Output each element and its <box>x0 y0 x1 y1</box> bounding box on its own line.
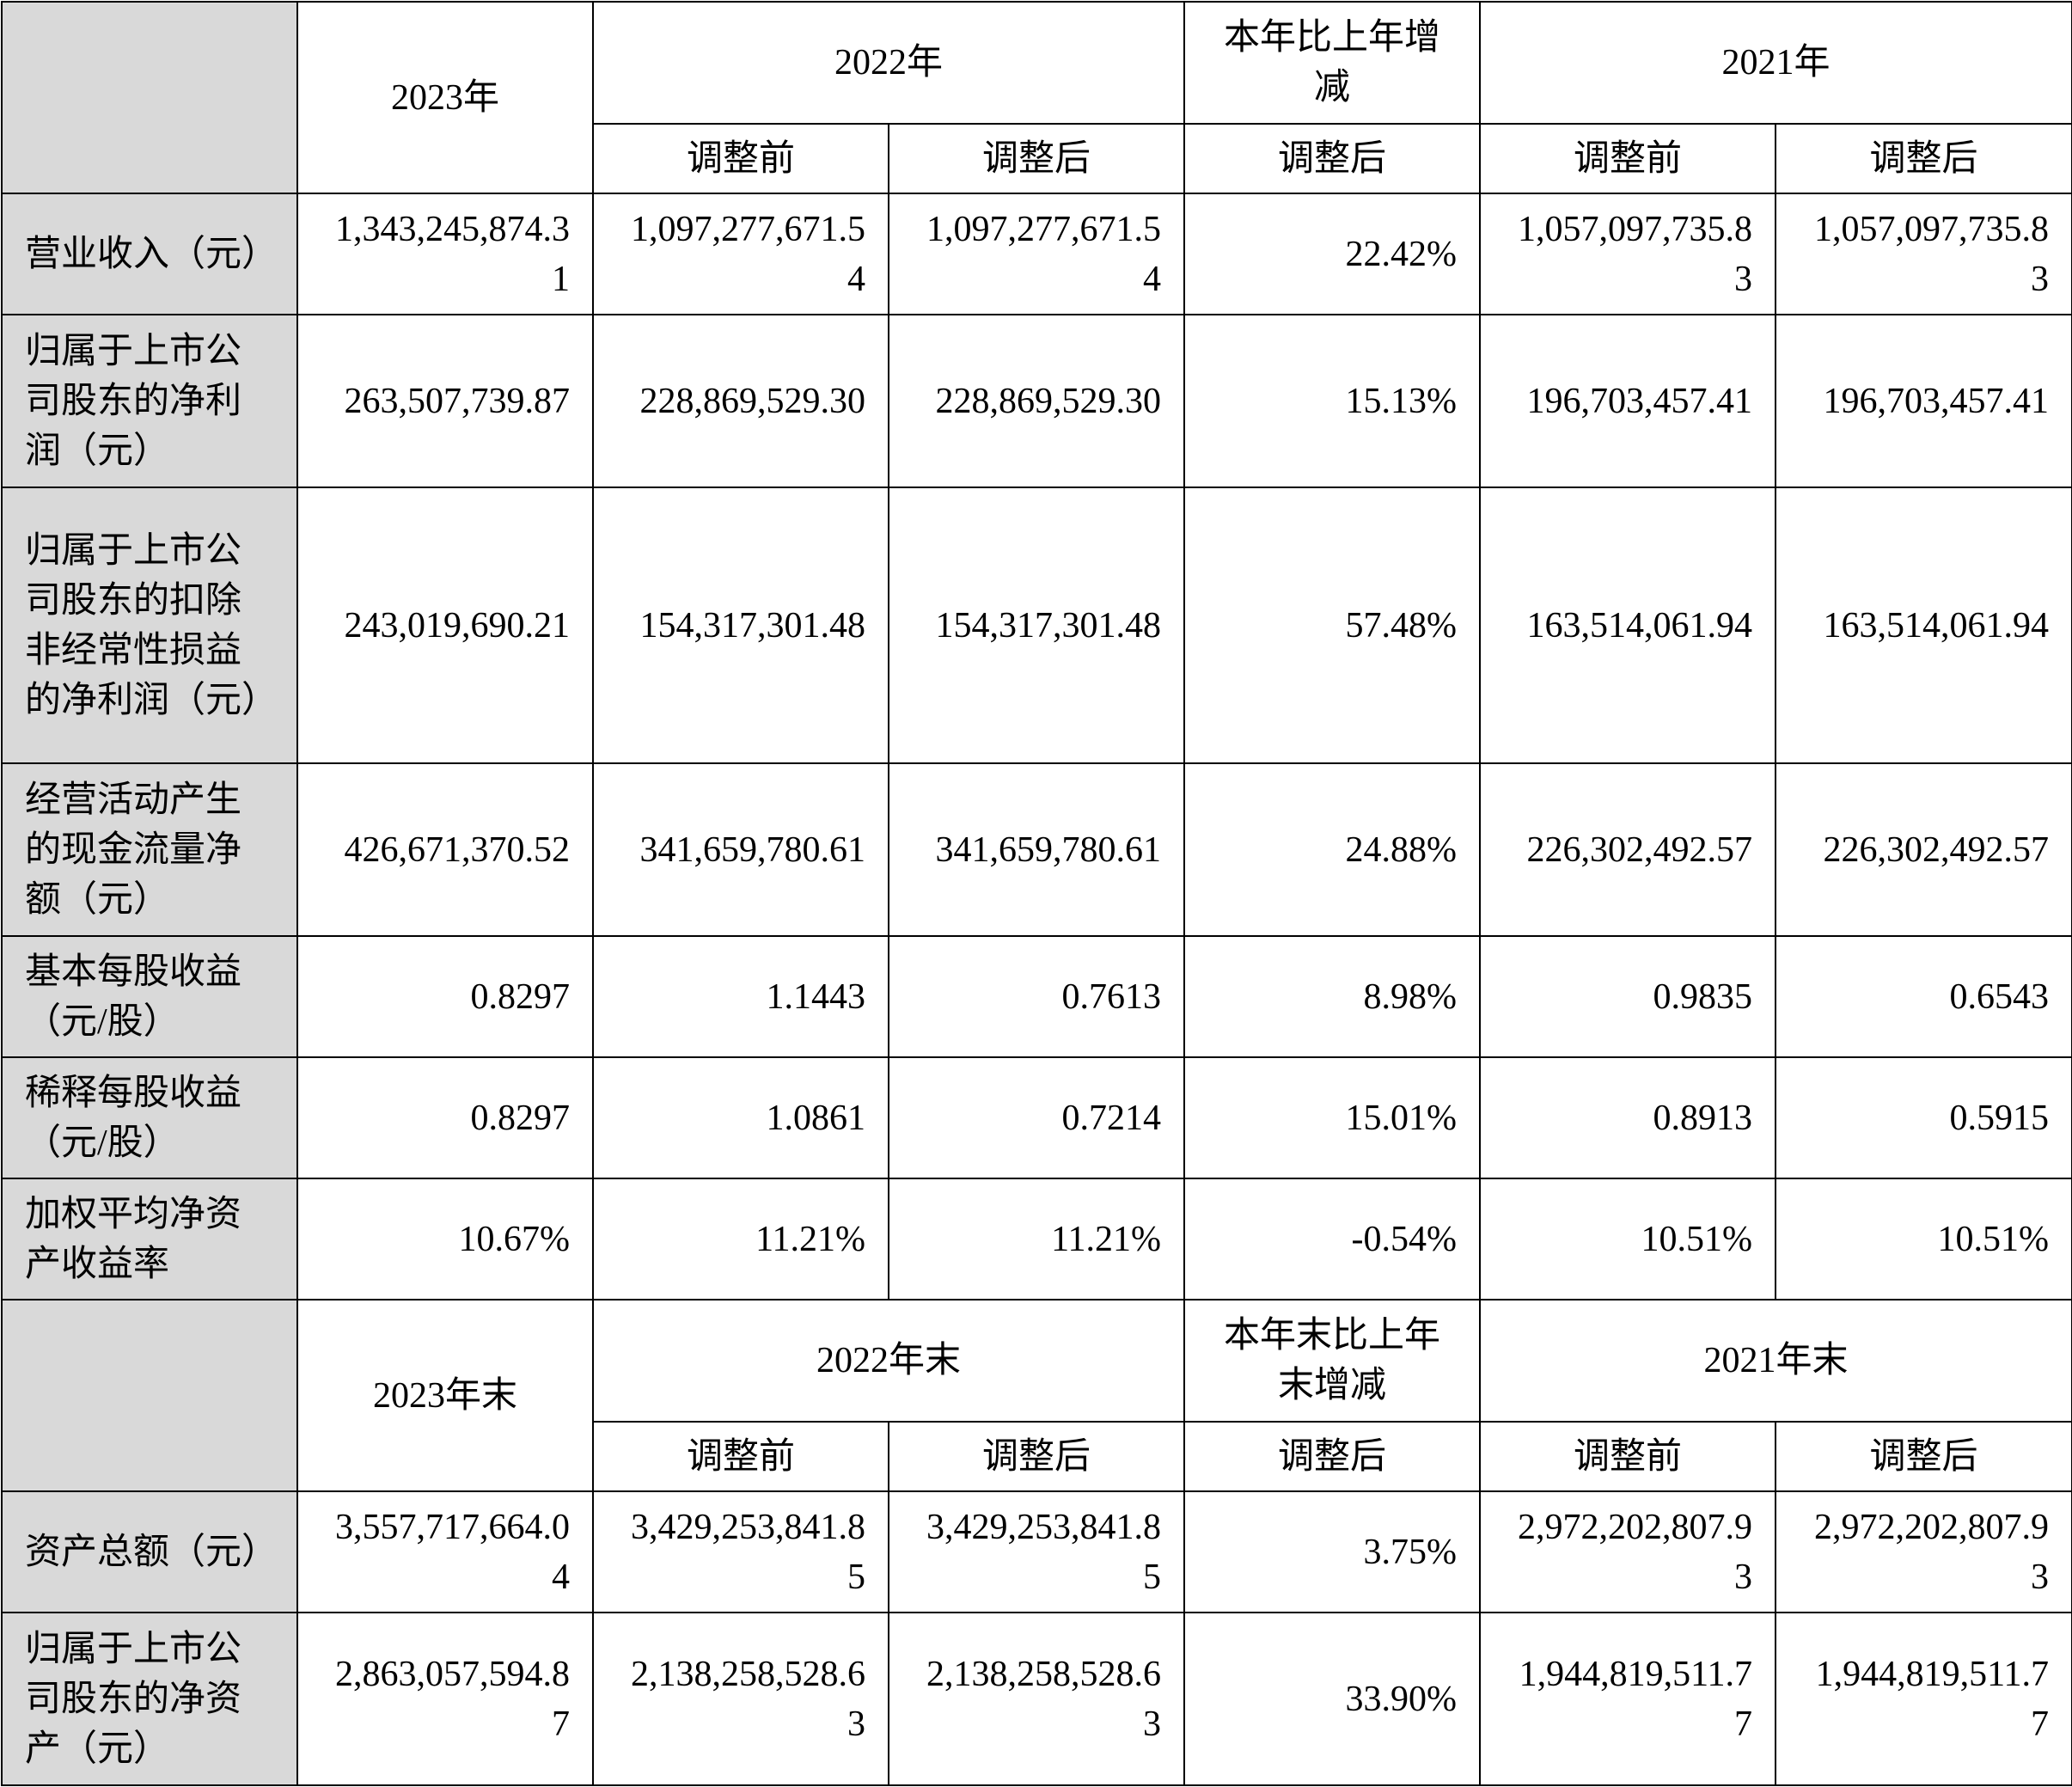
cell-2021-before: 2,972,202,807.93 <box>1479 1490 1777 1613</box>
header-change-end: 本年末比上年末增减 <box>1183 1299 1482 1423</box>
cell-2021-after: 1,944,819,511.77 <box>1775 1612 2072 1786</box>
row-label-operating-cash-flow: 经营活动产生的现金流量净额（元） <box>1 762 298 937</box>
cell-2022-after: 2,138,258,528.63 <box>887 1612 1186 1786</box>
cell-2021-before: 1,057,097,735.83 <box>1479 193 1777 315</box>
cell-2021-before: 226,302,492.57 <box>1479 762 1777 937</box>
cell-2021-after: 226,302,492.57 <box>1775 762 2072 937</box>
table-row: 经营活动产生的现金流量净额（元） 426,671,370.52 341,659,… <box>1 762 2072 937</box>
header-2023: 2023年 <box>296 1 594 194</box>
header-row-years: 2023年 2022年 本年比上年增减 2021年 <box>1 1 2072 194</box>
subheader-2022-before: 调整前 <box>592 1421 889 1492</box>
subheader-2022-before: 调整前 <box>592 123 889 194</box>
table-row: 基本每股收益（元/股） 0.8297 1.1443 0.7613 8.98% 0… <box>1 935 2072 1058</box>
cell-2021-after: 196,703,457.41 <box>1775 314 2072 488</box>
header-corner-cell <box>1 1 298 194</box>
cell-2021-before: 10.51% <box>1479 1178 1777 1300</box>
cell-change: 3.75% <box>1183 1490 1482 1613</box>
header-row-adjustments: 调整前 调整后 调整后 调整前 调整后 <box>2 1421 2072 1492</box>
cell-2022-after: 154,317,301.48 <box>887 487 1186 764</box>
cell-change: 15.01% <box>1183 1056 1482 1179</box>
cell-2021-before: 163,514,061.94 <box>1479 487 1777 764</box>
cell-2022-after: 1,097,277,671.54 <box>887 193 1186 315</box>
cell-2023: 263,507,739.87 <box>296 314 594 488</box>
table-row: 资产总额（元） 3,557,717,664.04 3,429,253,841.8… <box>1 1490 2072 1613</box>
subheader-change-after: 调整后 <box>1183 123 1482 194</box>
cell-change: 24.88% <box>1183 762 1482 937</box>
header-row-adjustments: 调整前 调整后 调整后 调整前 调整后 <box>2 123 2072 194</box>
table-row: 归属于上市公司股东的扣除非经常性损益的净利润（元） 243,019,690.21… <box>1 487 2072 764</box>
subheader-2021-before: 调整前 <box>1479 123 1777 194</box>
cell-2022-after: 0.7214 <box>887 1056 1186 1179</box>
cell-2022-after: 0.7613 <box>887 935 1186 1058</box>
row-label-total-assets: 资产总额（元） <box>1 1490 298 1613</box>
table-row: 营业收入（元） 1,343,245,874.31 1,097,277,671.5… <box>1 193 2072 315</box>
header-2022: 2022年 <box>591 1 1186 125</box>
row-label-net-assets: 归属于上市公司股东的净资产（元） <box>1 1612 298 1786</box>
header-2023-end: 2023年末 <box>296 1299 594 1492</box>
cell-2022-after: 341,659,780.61 <box>887 762 1186 937</box>
cell-2022-before: 228,869,529.30 <box>592 314 889 488</box>
table-row: 归属于上市公司股东的净资产（元） 2,863,057,594.87 2,138,… <box>1 1612 2072 1786</box>
cell-change: 8.98% <box>1183 935 1482 1058</box>
subheader-2021-before: 调整前 <box>1479 1421 1777 1492</box>
cell-2023: 10.67% <box>296 1178 594 1300</box>
cell-2021-before: 1,944,819,511.77 <box>1479 1612 1777 1786</box>
cell-2021-after: 163,514,061.94 <box>1775 487 2072 764</box>
cell-2022-before: 2,138,258,528.63 <box>592 1612 889 1786</box>
header-2021-end: 2021年末 <box>1479 1299 2072 1423</box>
row-label-basic-eps: 基本每股收益（元/股） <box>1 935 298 1058</box>
cell-2021-before: 196,703,457.41 <box>1479 314 1777 488</box>
header-change: 本年比上年增减 <box>1183 1 1482 125</box>
row-label-net-profit: 归属于上市公司股东的净利润（元） <box>1 314 298 488</box>
header-2021: 2021年 <box>1479 1 2072 125</box>
cell-2022-before: 11.21% <box>592 1178 889 1300</box>
cell-2021-after: 2,972,202,807.93 <box>1775 1490 2072 1613</box>
cell-2021-before: 0.8913 <box>1479 1056 1777 1179</box>
cell-2021-before: 0.9835 <box>1479 935 1777 1058</box>
table-row: 归属于上市公司股东的净利润（元） 263,507,739.87 228,869,… <box>1 314 2072 488</box>
cell-2022-after: 3,429,253,841.85 <box>887 1490 1186 1613</box>
cell-2023: 2,863,057,594.87 <box>296 1612 594 1786</box>
subheader-change-after: 调整后 <box>1183 1421 1482 1492</box>
cell-2022-before: 154,317,301.48 <box>592 487 889 764</box>
cell-2023: 1,343,245,874.31 <box>296 193 594 315</box>
subheader-2021-after: 调整后 <box>1775 123 2072 194</box>
cell-2021-after: 10.51% <box>1775 1178 2072 1300</box>
cell-2023: 0.8297 <box>296 1056 594 1179</box>
header-row-year-end: 2023年末 2022年末 本年末比上年末增减 2021年末 <box>1 1299 2072 1492</box>
header-2022-end: 2022年末 <box>591 1299 1186 1423</box>
cell-2022-after: 228,869,529.30 <box>887 314 1186 488</box>
cell-change: 15.13% <box>1183 314 1482 488</box>
cell-2021-after: 0.5915 <box>1775 1056 2072 1179</box>
cell-change: 22.42% <box>1183 193 1482 315</box>
cell-2023: 3,557,717,664.04 <box>296 1490 594 1613</box>
cell-2022-before: 341,659,780.61 <box>592 762 889 937</box>
row-label-net-profit-excl-nonrecurring: 归属于上市公司股东的扣除非经常性损益的净利润（元） <box>1 487 298 764</box>
cell-2022-after: 11.21% <box>887 1178 1186 1300</box>
table-row: 稀释每股收益（元/股） 0.8297 1.0861 0.7214 15.01% … <box>1 1056 2072 1179</box>
header-corner-cell <box>1 1299 298 1492</box>
subheader-2021-after: 调整后 <box>1775 1421 2072 1492</box>
row-label-diluted-eps: 稀释每股收益（元/股） <box>1 1056 298 1179</box>
cell-change: -0.54% <box>1183 1178 1482 1300</box>
cell-2022-before: 1,097,277,671.54 <box>592 193 889 315</box>
cell-2023: 426,671,370.52 <box>296 762 594 937</box>
cell-2021-after: 1,057,097,735.83 <box>1775 193 2072 315</box>
table-row: 加权平均净资产收益率 10.67% 11.21% 11.21% -0.54% 1… <box>1 1178 2072 1300</box>
cell-2022-before: 1.1443 <box>592 935 889 1058</box>
cell-change: 57.48% <box>1183 487 1482 764</box>
cell-2023: 0.8297 <box>296 935 594 1058</box>
subheader-2022-after: 调整后 <box>887 123 1186 194</box>
cell-2022-before: 3,429,253,841.85 <box>592 1490 889 1613</box>
subheader-2022-after: 调整后 <box>887 1421 1186 1492</box>
cell-2021-after: 0.6543 <box>1775 935 2072 1058</box>
cell-change: 33.90% <box>1183 1612 1482 1786</box>
cell-2023: 243,019,690.21 <box>296 487 594 764</box>
row-label-revenue: 营业收入（元） <box>1 193 298 315</box>
row-label-weighted-roe: 加权平均净资产收益率 <box>1 1178 298 1300</box>
cell-2022-before: 1.0861 <box>592 1056 889 1179</box>
